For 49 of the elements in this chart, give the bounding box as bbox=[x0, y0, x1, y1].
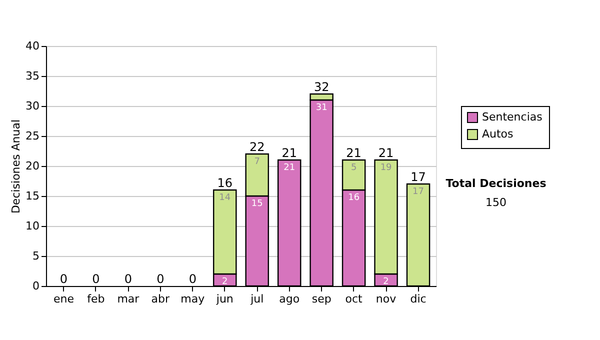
x-tick-label: dic bbox=[410, 292, 426, 306]
text: 150 bbox=[486, 196, 506, 209]
data-label: 2 bbox=[222, 277, 228, 287]
total-label: 0 bbox=[156, 272, 164, 286]
y-tick-label: 30 bbox=[26, 100, 40, 112]
x-tick-label: feb bbox=[87, 292, 105, 306]
total-label: 21 bbox=[346, 146, 362, 160]
data-label: 5 bbox=[350, 163, 357, 173]
total-label: 22 bbox=[249, 140, 265, 154]
x-tick-label: jul bbox=[250, 292, 264, 306]
y-tick-label: 15 bbox=[26, 190, 40, 202]
x-tick-label: may bbox=[180, 292, 206, 306]
total-label: 32 bbox=[314, 80, 330, 94]
text: Total Decisiones bbox=[446, 177, 547, 190]
x-tick-label: ago bbox=[279, 292, 300, 306]
y-tick-label: 10 bbox=[26, 220, 40, 232]
x-tick-label: jun bbox=[215, 292, 234, 306]
legend-label: Sentencias bbox=[482, 110, 543, 124]
x-tick-label: nov bbox=[376, 292, 397, 306]
total-label: 21 bbox=[378, 146, 394, 160]
y-tick-label: 20 bbox=[26, 160, 40, 172]
y-tick-label: 35 bbox=[26, 70, 40, 82]
data-label: 16 bbox=[348, 193, 360, 203]
x-tick-label: oct bbox=[345, 292, 364, 306]
data-label: 19 bbox=[380, 163, 392, 173]
data-label: 7 bbox=[254, 157, 260, 167]
data-label: 21 bbox=[284, 163, 296, 173]
data-label: 14 bbox=[219, 193, 231, 203]
total-label: 0 bbox=[124, 272, 132, 286]
y-tick-label: 40 bbox=[26, 40, 40, 52]
y-axis-title: Decisiones Anual bbox=[10, 119, 23, 214]
x-tick-label: sep bbox=[312, 292, 332, 306]
data-label: 2 bbox=[383, 277, 389, 287]
x-tick-label: mar bbox=[117, 292, 140, 306]
data-label: 17 bbox=[412, 187, 424, 197]
data-label: 31 bbox=[316, 103, 328, 113]
legend-label: Autos bbox=[482, 128, 514, 140]
x-tick-label: ene bbox=[53, 292, 74, 306]
y-tick-label: 0 bbox=[32, 280, 40, 292]
y-tick-label: 25 bbox=[26, 130, 40, 142]
total-label: 0 bbox=[60, 272, 68, 286]
data-label: 15 bbox=[251, 199, 263, 209]
total-label: 21 bbox=[282, 146, 297, 160]
y-tick-label: 5 bbox=[32, 250, 40, 262]
total-label: 17 bbox=[410, 170, 426, 184]
total-label: 0 bbox=[188, 272, 196, 286]
total-label: 16 bbox=[217, 176, 233, 190]
x-tick-label: abr bbox=[151, 292, 170, 306]
total-label: 0 bbox=[92, 272, 100, 286]
